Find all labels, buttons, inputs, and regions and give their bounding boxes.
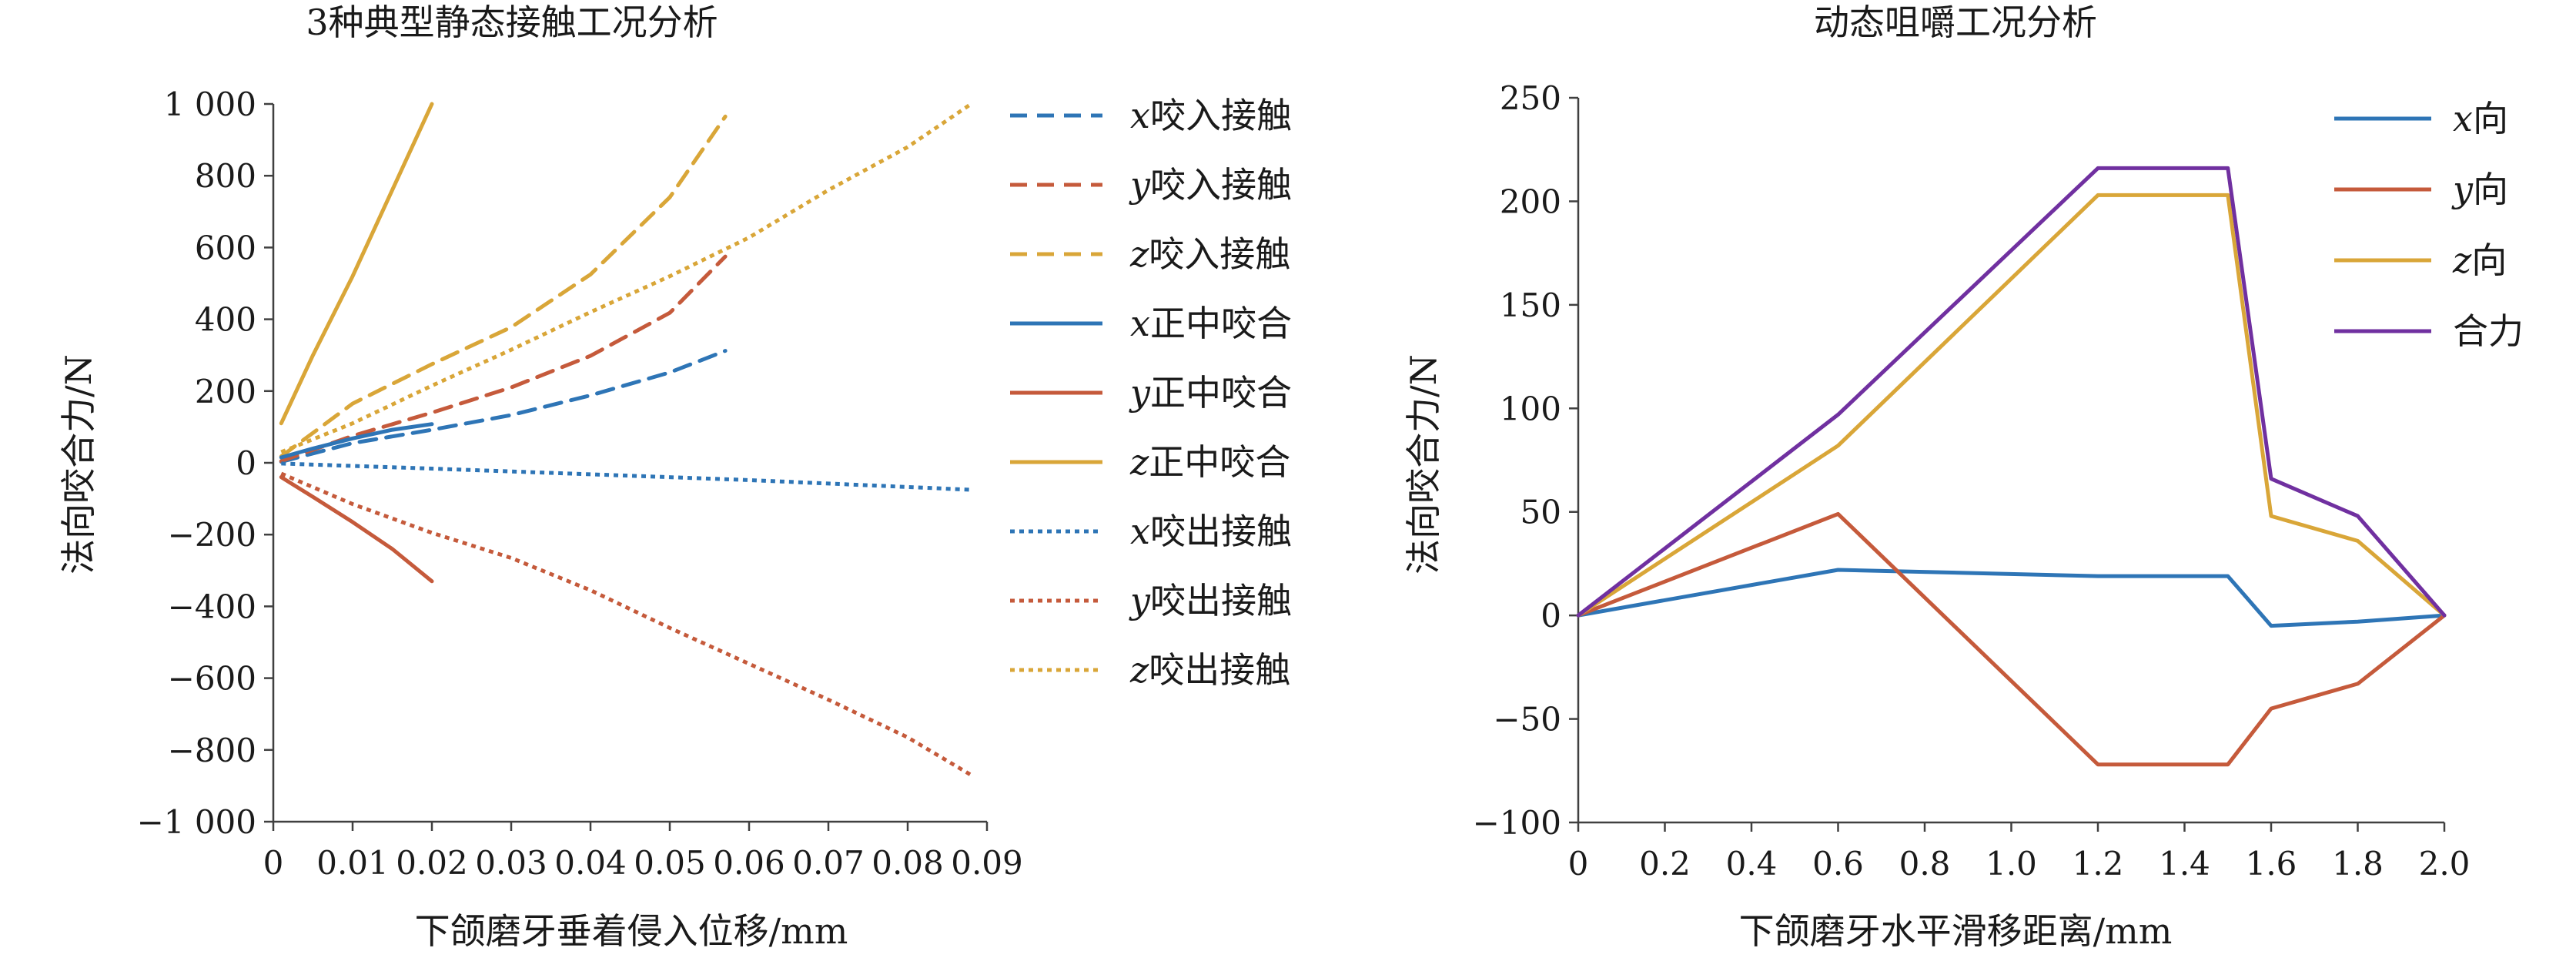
chart2-y-axis-label: 法向咬合力/N [1403,354,1444,574]
chart1-title: 3种典型静态接触工况分析 [306,2,718,43]
chart2-y-tick-label: 0 [1541,597,1561,635]
chart1-series-line-5 [279,475,434,584]
chart1-x-tick-label: 0.07 [792,844,865,882]
chart1-plot-area [279,102,972,777]
chart1-x-tick-label: 0.05 [634,844,706,882]
chart2-y-tick-label: 250 [1500,79,1561,117]
chart2-x-tick-label: 1.6 [2246,845,2297,883]
chart1-y-tick-label: −200 [168,516,256,554]
chart2-series-line-4 [1576,166,2447,618]
chart2-x-tick-label: 1.8 [2332,845,2384,883]
chart1-x-tick-label: 0.04 [554,844,627,882]
chart1-legend-label-8: y咬出接触 [1129,580,1292,621]
chart1-legend: x咬入接触 y咬入接触 z咬入接触 x正中咬合 y正中咬合 z正中咬合 x咬出接触 y咬出接触… [1010,95,1292,691]
chart2-series-line-2 [1576,511,2447,767]
chart1-y-tick-label: −800 [168,732,256,769]
chart2-legend-label-1: x向 [2453,98,2508,139]
chart1-y-axis-label: 法向咬合力/N [58,354,99,574]
chart1-y-tick-label: 0 [236,444,256,482]
chart1-legend-label-5: y正中咬合 [1129,372,1292,414]
chart1-series-line-9 [280,102,972,454]
chart1-y-tick-label: −1 000 [137,803,256,841]
chart1-y-tick-label: 800 [195,157,256,195]
chart2-series-line-1 [1576,568,2447,628]
chart1-series-line-8 [280,471,972,777]
chart1-y-tick-label: −600 [168,660,256,698]
chart2-plot-area [1576,166,2447,767]
chart2-x-axis-label: 下颌磨牙水平滑移距离/mm [1739,910,2173,952]
chart1-axes: 1 000 800 600 400 200 0 −200 −400 −600 −800 −1 000… [137,85,1023,882]
chart2-x-tick-label: 0.4 [1726,845,1778,883]
chart1-x-tick-label: 0.06 [713,844,785,882]
chart2-legend-label-2: y向 [2451,169,2508,210]
chart2-y-tick-label: 100 [1500,390,1561,427]
chart1-series-line-3 [279,114,728,459]
chart1-x-tick-label: 0.02 [396,844,468,882]
chart1-series-line-6 [279,102,434,426]
chart2-y-tick-label: 50 [1521,494,1561,531]
chart2-x-tick-label: 0.6 [1812,845,1864,883]
chart1-legend-label-3: z咬入接触 [1129,233,1290,275]
chart1-series-line-7 [281,461,972,492]
chart2-x-tick-label: 2.0 [2419,845,2471,883]
chart2-y-tick-label: 200 [1500,183,1561,220]
chart2-y-tick-label: 150 [1500,286,1561,324]
chart1-y-tick-label: −400 [168,588,256,625]
chart1-legend-label-7: x咬出接触 [1130,511,1292,552]
chart2-x-tick-label: 1.2 [2073,845,2124,883]
chart2-title: 动态咀嚼工况分析 [1814,2,2097,43]
chart1-x-tick-label: 0.09 [951,844,1023,882]
chart2-y-tick-label: −50 [1493,701,1561,739]
chart2-legend-label-4: 合力 [2453,310,2524,352]
chart1-x-tick-label: 0.01 [316,844,389,882]
chart2-x-tick-label: 0.2 [1639,845,1691,883]
chart1-legend-label-4: x正中咬合 [1130,303,1292,344]
static-contact-chart: 3种典型静态接触工况分析 下颌磨牙垂着侵入位移/mm 法向咬合力/N 1 000… [58,2,1292,952]
chart1-y-tick-label: 200 [195,373,256,410]
chart2-series-line-3 [1576,193,2447,618]
chart1-legend-label-9: z咬出接触 [1129,649,1290,691]
chart2-x-tick-label: 1.4 [2159,845,2210,883]
chart2-x-tick-label: 0 [1568,845,1589,883]
chart1-legend-label-2: y咬入接触 [1129,164,1292,206]
chart2-legend-label-3: z向 [2452,240,2507,281]
chart1-y-tick-label: 400 [195,301,256,339]
chart1-y-tick-label: 600 [195,229,256,266]
chart2-y-tick-label: −100 [1473,804,1561,842]
chart1-x-tick-label: 0.08 [871,844,944,882]
chart2-x-tick-label: 0.8 [1899,845,1951,883]
chart1-x-tick-label: 0 [263,844,284,882]
chart1-series-line-2 [279,254,728,464]
chart1-legend-label-6: z正中咬合 [1129,441,1290,483]
chart1-series-line-4 [279,422,434,460]
chart1-y-tick-label: 1 000 [164,85,256,123]
chart1-legend-label-1: x咬入接触 [1130,95,1292,136]
chart1-x-axis-label: 下颌磨牙垂着侵入位移/mm [415,910,848,952]
dynamic-chewing-chart: 动态咀嚼工况分析 下颌磨牙水平滑移距离/mm 法向咬合力/N 250 200 150… [1403,2,2524,952]
chart1-x-tick-label: 0.03 [475,844,547,882]
chart2-x-tick-label: 1.0 [1986,845,2037,883]
